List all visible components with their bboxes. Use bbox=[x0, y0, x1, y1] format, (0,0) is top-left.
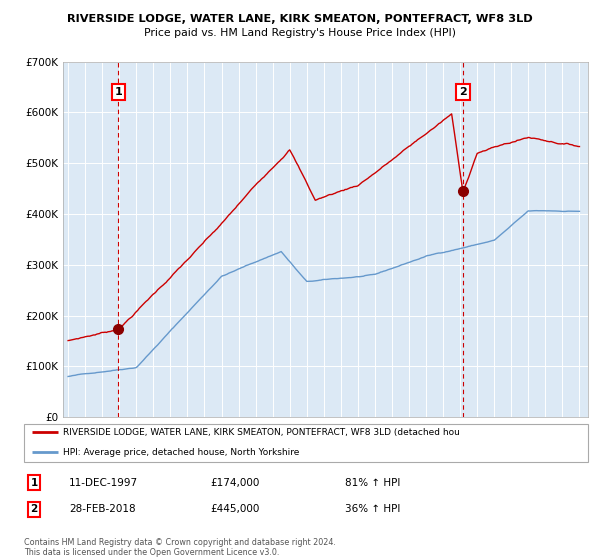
Text: Contains HM Land Registry data © Crown copyright and database right 2024.
This d: Contains HM Land Registry data © Crown c… bbox=[24, 538, 336, 557]
Text: 28-FEB-2018: 28-FEB-2018 bbox=[69, 505, 136, 515]
Text: £174,000: £174,000 bbox=[210, 478, 259, 488]
Text: Price paid vs. HM Land Registry's House Price Index (HPI): Price paid vs. HM Land Registry's House … bbox=[144, 28, 456, 38]
Text: 11-DEC-1997: 11-DEC-1997 bbox=[69, 478, 138, 488]
Text: HPI: Average price, detached house, North Yorkshire: HPI: Average price, detached house, Nort… bbox=[64, 448, 300, 457]
Text: 81% ↑ HPI: 81% ↑ HPI bbox=[346, 478, 401, 488]
Text: 2: 2 bbox=[459, 87, 467, 97]
Text: RIVERSIDE LODGE, WATER LANE, KIRK SMEATON, PONTEFRACT, WF8 3LD (detached hou: RIVERSIDE LODGE, WATER LANE, KIRK SMEATO… bbox=[64, 428, 460, 437]
Text: 2: 2 bbox=[31, 505, 38, 515]
Text: RIVERSIDE LODGE, WATER LANE, KIRK SMEATON, PONTEFRACT, WF8 3LD: RIVERSIDE LODGE, WATER LANE, KIRK SMEATO… bbox=[67, 14, 533, 24]
Text: 1: 1 bbox=[115, 87, 122, 97]
Text: 1: 1 bbox=[31, 478, 38, 488]
Text: £445,000: £445,000 bbox=[210, 505, 259, 515]
Text: 36% ↑ HPI: 36% ↑ HPI bbox=[346, 505, 401, 515]
